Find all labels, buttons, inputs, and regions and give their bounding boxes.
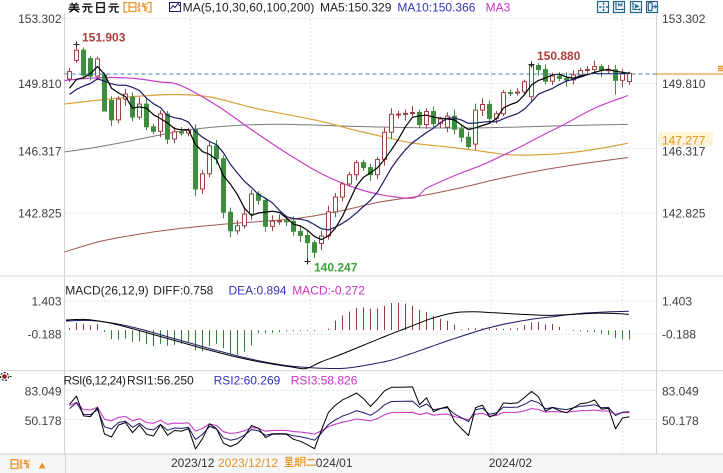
svg-text:146.317: 146.317 bbox=[18, 144, 62, 158]
svg-text:83.049: 83.049 bbox=[25, 385, 62, 399]
svg-text:024/01: 024/01 bbox=[316, 456, 353, 470]
svg-text:50.178: 50.178 bbox=[662, 414, 699, 428]
svg-text:153.302: 153.302 bbox=[662, 12, 706, 26]
svg-text:2023/12/12: 2023/12/12 bbox=[218, 456, 278, 470]
svg-text:149.810: 149.810 bbox=[662, 77, 706, 91]
svg-text:-0.188: -0.188 bbox=[662, 327, 696, 341]
svg-text:-0.188: -0.188 bbox=[27, 327, 61, 341]
svg-text:DEA:0.894: DEA:0.894 bbox=[229, 284, 287, 298]
svg-text:149.810: 149.810 bbox=[18, 77, 62, 91]
svg-text:2023/12: 2023/12 bbox=[171, 456, 215, 470]
svg-text:151.903: 151.903 bbox=[82, 31, 126, 45]
svg-text:147.277: 147.277 bbox=[662, 133, 706, 147]
svg-text:RSI2:60.269: RSI2:60.269 bbox=[214, 374, 281, 388]
svg-text:MA(5,10,30,60,100,200): MA(5,10,30,60,100,200) bbox=[183, 1, 315, 15]
svg-text:140.247: 140.247 bbox=[314, 261, 358, 275]
svg-text:50.178: 50.178 bbox=[25, 414, 62, 428]
svg-text:RSI(6,12,24): RSI(6,12,24) bbox=[64, 374, 127, 388]
svg-text:MA5:150.329: MA5:150.329 bbox=[320, 1, 392, 15]
svg-text:142.825: 142.825 bbox=[662, 207, 706, 221]
svg-text:MA10:150.366: MA10:150.366 bbox=[397, 1, 475, 15]
svg-text:142.825: 142.825 bbox=[18, 207, 62, 221]
svg-text:MACD:-0.272: MACD:-0.272 bbox=[292, 284, 365, 298]
svg-text:RSI1:56.250: RSI1:56.250 bbox=[127, 374, 194, 388]
svg-text:83.049: 83.049 bbox=[662, 385, 699, 399]
svg-text:DIFF:0.758: DIFF:0.758 bbox=[153, 284, 213, 298]
svg-text:MA3: MA3 bbox=[486, 1, 511, 15]
svg-text:1.403: 1.403 bbox=[31, 294, 61, 308]
svg-text:1.403: 1.403 bbox=[662, 294, 692, 308]
svg-text:146.317: 146.317 bbox=[662, 144, 706, 158]
svg-text:150.880: 150.880 bbox=[537, 49, 581, 63]
svg-text:RSI3:58.826: RSI3:58.826 bbox=[291, 374, 358, 388]
svg-text:153.302: 153.302 bbox=[18, 12, 62, 26]
svg-text:MACD(26,12,9): MACD(26,12,9) bbox=[65, 284, 148, 298]
svg-text:2024/02: 2024/02 bbox=[489, 456, 533, 470]
